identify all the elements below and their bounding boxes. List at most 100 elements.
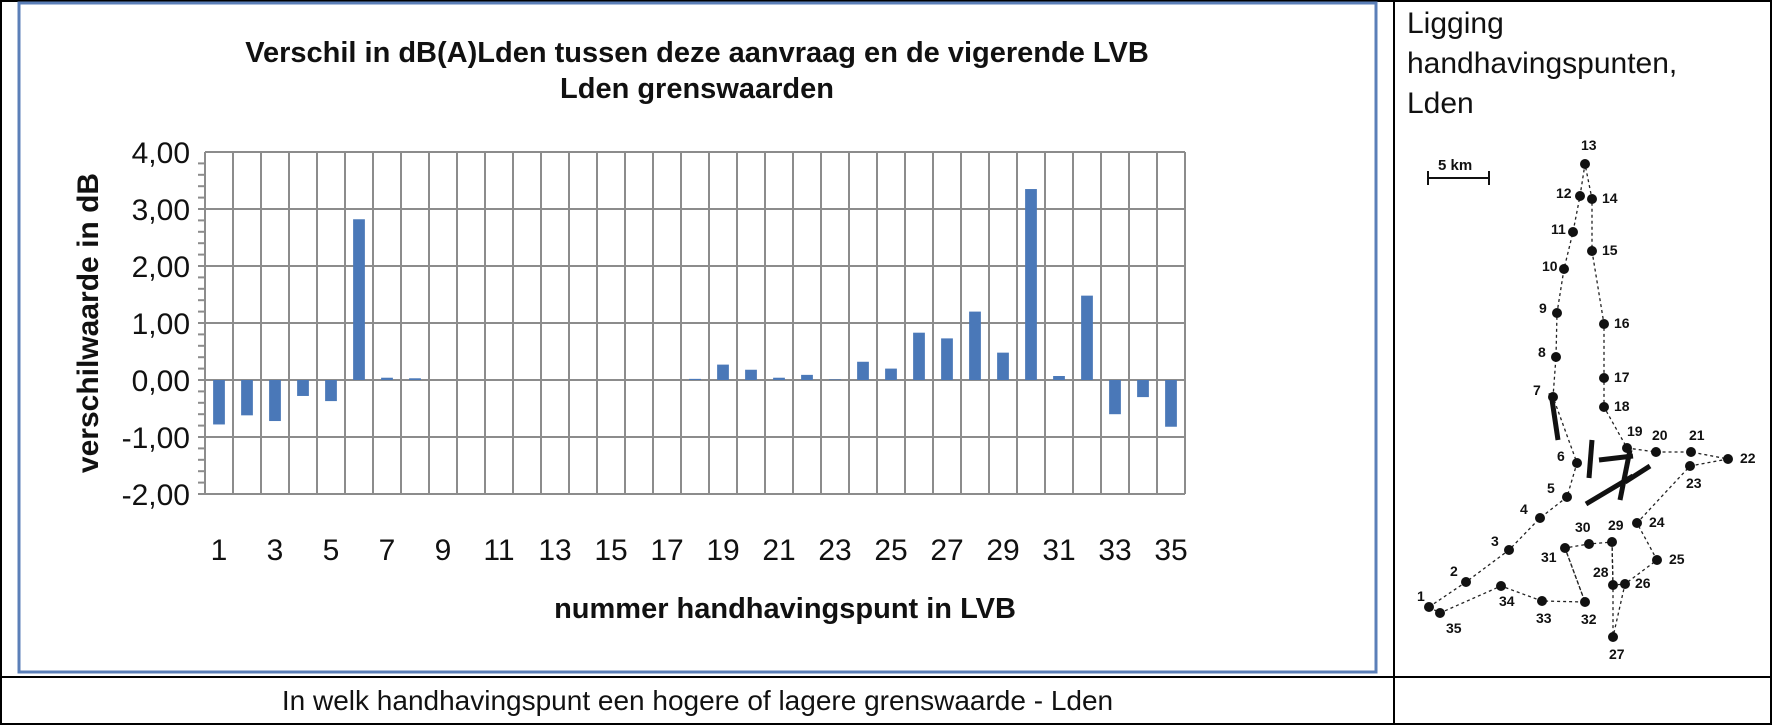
- map-point-31: [1560, 543, 1570, 553]
- bar-21: [773, 377, 785, 380]
- map-point-16: [1599, 319, 1609, 329]
- frame-divider-horizontal: [0, 676, 1772, 678]
- chart-title-line-2: Lden grenswaarden: [560, 73, 834, 105]
- y-tick-label: 1,00: [132, 308, 190, 341]
- map-point-32: [1580, 597, 1590, 607]
- map-point-label: 13: [1581, 137, 1597, 153]
- scale-bar: 5 km: [1427, 157, 1490, 185]
- y-tick-label: 4,00: [132, 137, 190, 170]
- map-point-label: 28: [1593, 564, 1609, 580]
- map-point-label: 21: [1689, 427, 1705, 443]
- map-point-26: [1620, 579, 1630, 589]
- x-tick-label: 31: [1042, 534, 1075, 567]
- bar-30: [1025, 189, 1037, 380]
- x-tick-label: 5: [323, 534, 340, 567]
- map-point-label: 19: [1627, 423, 1643, 439]
- map-point-14: [1587, 194, 1597, 204]
- map-point-label: 15: [1602, 242, 1618, 258]
- map-point-label: 24: [1649, 514, 1665, 530]
- map-point-label: 25: [1669, 551, 1685, 567]
- map-point-label: 34: [1499, 593, 1515, 609]
- bar-26: [913, 332, 925, 380]
- bar-3: [269, 380, 281, 422]
- map-point-5: [1562, 492, 1572, 502]
- map-point-label: 26: [1635, 575, 1651, 591]
- bar-28: [969, 311, 981, 380]
- y-tick-label: -2,00: [122, 479, 190, 512]
- map-point-29: [1607, 537, 1617, 547]
- x-tick-label: 33: [1098, 534, 1131, 567]
- bar-25: [885, 368, 897, 380]
- map-point-4: [1535, 513, 1545, 523]
- map-point-15: [1587, 246, 1597, 256]
- map-point-label: 30: [1575, 519, 1591, 535]
- x-tick-label: 9: [435, 534, 452, 567]
- map-point-label: 11: [1551, 221, 1566, 237]
- x-tick-label: 11: [483, 534, 514, 567]
- map-point-label: 17: [1614, 369, 1630, 385]
- chart: Verschil in dB(A)Lden tussen deze aanvra…: [17, 1, 1378, 674]
- y-axis-title: verschilwaarde in dB: [72, 173, 105, 473]
- bar-2: [241, 380, 253, 416]
- bar-24: [857, 361, 869, 380]
- map-title-line-1: Ligging: [1407, 7, 1504, 40]
- map-point-21: [1686, 447, 1696, 457]
- y-tick-label: -1,00: [122, 422, 190, 455]
- map-point-7: [1548, 392, 1558, 402]
- x-tick-label: 17: [650, 534, 683, 567]
- scale-bar-label: 5 km: [1438, 157, 1472, 174]
- bar-6: [353, 219, 365, 380]
- chart-border: [17, 1, 1378, 674]
- map-point-label: 27: [1609, 646, 1625, 662]
- bar-34: [1137, 380, 1149, 398]
- frame-top: [0, 0, 1772, 2]
- frame-left: [0, 0, 2, 725]
- map-point-19: [1622, 443, 1632, 453]
- route-line: [1428, 541, 1614, 637]
- map-point-label: 32: [1581, 611, 1597, 627]
- bar-32: [1081, 295, 1093, 380]
- map-point-25: [1652, 555, 1662, 565]
- frame-right: [1770, 0, 1772, 725]
- map-point-34: [1496, 581, 1506, 591]
- map-point-label: 35: [1446, 620, 1462, 636]
- map-point-label: 31: [1541, 549, 1557, 565]
- bar-29: [997, 352, 1009, 380]
- map-title: Ligging handhavingspunten, Lden: [1407, 4, 1737, 124]
- map-point-label: 33: [1536, 610, 1552, 626]
- map-point-label: 16: [1614, 315, 1630, 331]
- plot-area: 4,003,002,001,000,00-1,00-2,001 3 5 7 9 11 13 1…: [122, 137, 1188, 567]
- map-point-35: [1435, 608, 1445, 618]
- bar-35: [1165, 380, 1177, 427]
- map-point-17: [1599, 373, 1609, 383]
- map-point-10: [1559, 264, 1569, 274]
- map-point-label: 7: [1533, 382, 1541, 398]
- map-point-33: [1537, 596, 1547, 606]
- map-point-22: [1723, 454, 1733, 464]
- x-tick-label: 7: [379, 534, 396, 567]
- map-point-12: [1575, 191, 1585, 201]
- bar-31: [1053, 376, 1065, 380]
- map-point-8: [1551, 352, 1561, 362]
- map-point-label: 18: [1614, 398, 1630, 414]
- bar-19: [717, 364, 729, 380]
- map-point-label: 14: [1602, 190, 1618, 206]
- map-point-9: [1552, 308, 1562, 318]
- map-point-label: 8: [1538, 344, 1546, 360]
- map-point-1: [1424, 602, 1434, 612]
- bar-18: [689, 378, 701, 380]
- frame-bottom: [0, 723, 1772, 725]
- bar-20: [745, 369, 757, 380]
- map-point-label: 9: [1539, 300, 1547, 316]
- map-point-label: 22: [1740, 450, 1756, 466]
- map-point-label: 5: [1547, 480, 1555, 496]
- map-point-label: 23: [1686, 475, 1702, 491]
- x-tick-label: 3: [267, 534, 284, 567]
- x-axis-title: nummer handhavingspunt in LVB: [554, 593, 1016, 625]
- frame-divider-vertical: [1393, 0, 1395, 725]
- map-point-30: [1584, 539, 1594, 549]
- bar-7: [381, 377, 393, 380]
